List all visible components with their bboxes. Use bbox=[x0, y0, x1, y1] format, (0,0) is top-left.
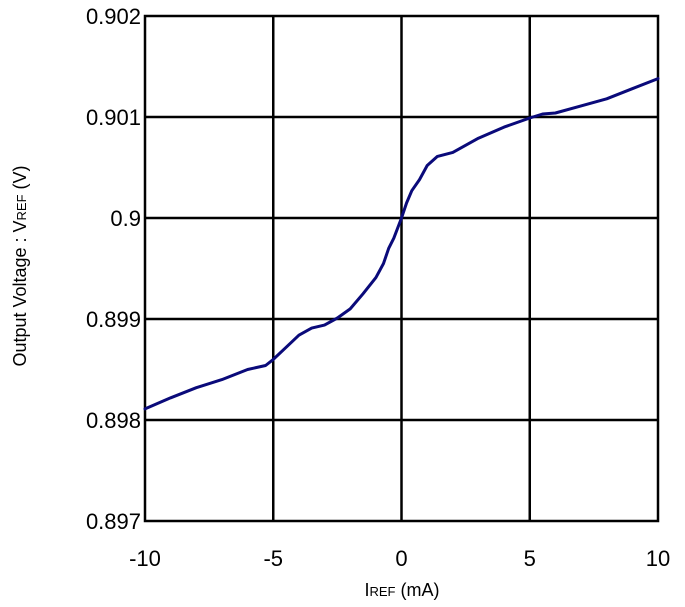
series-line bbox=[143, 77, 660, 411]
y-tick-label: 0.898 bbox=[86, 408, 141, 433]
y-tick-label: 0.901 bbox=[86, 105, 141, 130]
y-tick-label: 0.902 bbox=[86, 4, 141, 29]
x-tick-label: 0 bbox=[395, 546, 407, 571]
y-tick-label: 0.897 bbox=[86, 509, 141, 534]
x-tick-labels: -10 -5 0 5 10 bbox=[129, 546, 670, 571]
y-tick-label: 0.899 bbox=[86, 307, 141, 332]
plot-frame bbox=[143, 14, 660, 523]
x-axis-title: IREF (mA) bbox=[364, 580, 439, 600]
x-tick-label: 5 bbox=[524, 546, 536, 571]
x-tick-label: -5 bbox=[263, 546, 283, 571]
y-axis-title: Output Voltage : VREF (V) bbox=[10, 165, 30, 366]
y-tick-label: 0.9 bbox=[110, 206, 141, 231]
x-tick-label: 10 bbox=[646, 546, 670, 571]
x-tick-label: -10 bbox=[129, 546, 161, 571]
y-tick-labels: 0.897 0.898 0.899 0.9 0.901 0.902 bbox=[86, 4, 141, 534]
